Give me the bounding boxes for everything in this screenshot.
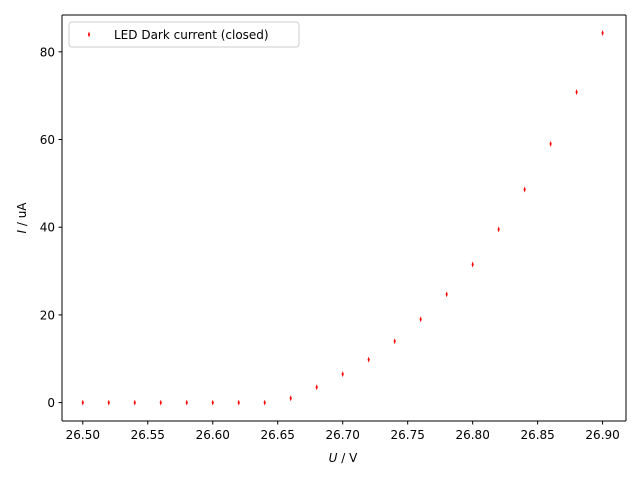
y-axis-label: I / uA [15, 202, 29, 234]
x-axis-ticks: 26.50 26.55 26.60 26.65 26.70 26.75 26.80 26.85… [66, 421, 620, 442]
y-tick-label: 40 [40, 221, 55, 235]
legend-label: LED Dark current (closed) [114, 28, 269, 42]
x-tick-label: 26.55 [131, 428, 165, 442]
data-point [315, 384, 318, 391]
x-tick-label: 26.60 [196, 428, 230, 442]
x-axis-label-unit: / V [337, 451, 358, 465]
data-point [211, 399, 214, 406]
data-point [471, 261, 474, 268]
y-axis-label-unit: / uA [15, 202, 29, 230]
data-point [419, 316, 422, 323]
data-point [445, 291, 448, 298]
data-point [523, 186, 526, 193]
data-point [289, 395, 292, 402]
data-point [185, 399, 188, 406]
data-point [549, 140, 552, 147]
data-point [393, 338, 396, 345]
legend-marker [87, 31, 91, 38]
x-tick-label: 26.65 [261, 428, 295, 442]
x-tick-label: 26.75 [390, 428, 424, 442]
x-axis-label-var: U [329, 451, 338, 465]
legend: LED Dark current (closed) [68, 21, 300, 48]
y-tick-label: 0 [47, 396, 55, 410]
x-tick-label: 26.90 [585, 428, 619, 442]
y-tick-label: 80 [40, 45, 55, 59]
data-point [497, 226, 500, 233]
data-point [81, 399, 84, 406]
data-point [367, 356, 370, 363]
data-point [237, 399, 240, 406]
y-axis-label-var: I [15, 230, 29, 234]
x-tick-label: 26.80 [455, 428, 489, 442]
data-point [133, 399, 136, 406]
data-point [107, 399, 110, 406]
y-tick-label: 20 [40, 308, 55, 322]
plot-area [62, 15, 626, 421]
data-point [601, 29, 604, 36]
x-tick-label: 26.70 [326, 428, 360, 442]
axes-frame [61, 14, 627, 422]
data-points [81, 29, 604, 406]
y-tick-label: 60 [40, 133, 55, 147]
data-point [159, 399, 162, 406]
data-point [341, 371, 344, 378]
data-point [575, 89, 578, 96]
x-tick-label: 26.50 [66, 428, 100, 442]
data-point [263, 399, 266, 406]
x-tick-label: 26.85 [520, 428, 554, 442]
x-axis-label: U / V [329, 451, 358, 465]
y-axis-ticks: 0 20 40 60 80 [40, 45, 62, 410]
legend-box [68, 21, 300, 48]
